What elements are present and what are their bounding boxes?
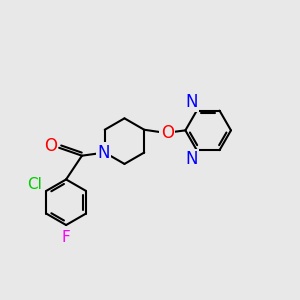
Text: N: N xyxy=(185,93,198,111)
Text: N: N xyxy=(185,150,198,168)
Text: F: F xyxy=(62,230,70,244)
Text: O: O xyxy=(44,137,57,155)
Text: N: N xyxy=(97,143,110,161)
Text: Cl: Cl xyxy=(27,177,42,192)
Text: O: O xyxy=(161,124,174,142)
